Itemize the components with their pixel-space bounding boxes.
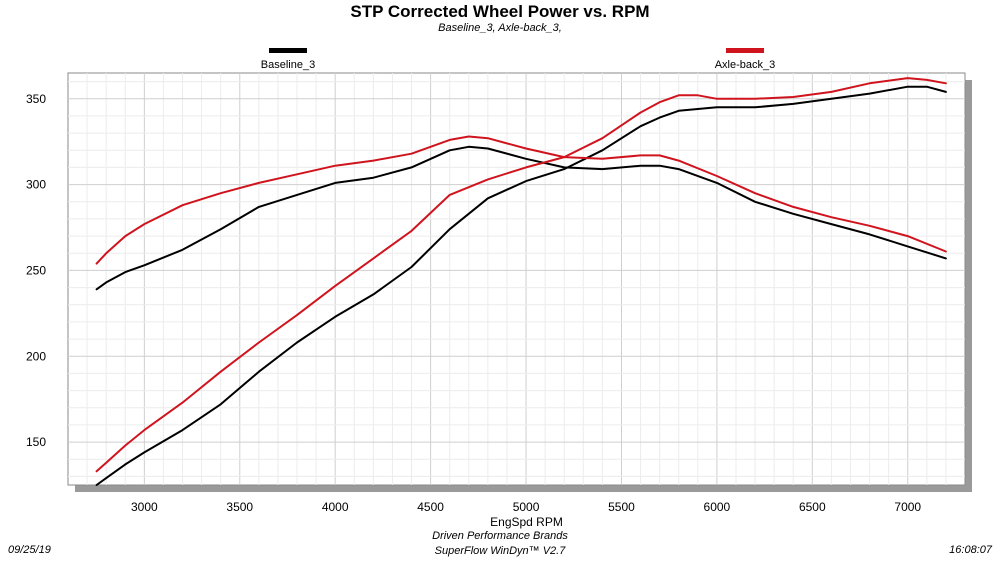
legend-swatch-baseline [269, 48, 307, 53]
footer-time: 16:08:07 [949, 544, 992, 556]
y-tick-label: 300 [26, 178, 46, 192]
legend-item-baseline: Baseline_3 [248, 48, 328, 71]
legend-swatch-axle-back [726, 48, 764, 53]
plot-area [67, 72, 966, 486]
x-tick-label: 6000 [704, 500, 731, 514]
y-tick-label: 350 [26, 92, 46, 106]
legend-label-baseline: Baseline_3 [260, 59, 316, 71]
x-tick-label: 3500 [226, 500, 253, 514]
x-tick-label: 4500 [417, 500, 444, 514]
y-tick-label: 200 [26, 349, 46, 363]
chart-subtitle: Baseline_3, Axle-back_3, [438, 22, 562, 34]
y-tick-label: 150 [26, 435, 46, 449]
x-tick-label: 3000 [131, 500, 158, 514]
y-tick-label: 250 [26, 263, 46, 277]
legend-label-axle-back: Axle-back_3 [714, 59, 776, 71]
series-line-2 [95, 135, 947, 265]
series-line-1 [95, 85, 947, 486]
x-tick-label: 7000 [894, 500, 921, 514]
series-line-0 [95, 145, 947, 291]
x-tick-label: 5000 [513, 500, 540, 514]
footer-software: SuperFlow WinDyn™ V2.7 [434, 545, 566, 557]
x-tick-label: 6500 [799, 500, 826, 514]
x-tick-label: 5500 [608, 500, 635, 514]
legend-item-axle-back: Axle-back_3 [700, 48, 790, 71]
footer-date: 09/25/19 [8, 544, 51, 556]
x-tick-label: 4000 [322, 500, 349, 514]
chart-title: STP Corrected Wheel Power vs. RPM [350, 2, 650, 21]
series-line-3 [95, 77, 947, 473]
x-axis-label: EngSpd RPM [490, 515, 563, 529]
footer-company: Driven Performance Brands [432, 530, 568, 542]
